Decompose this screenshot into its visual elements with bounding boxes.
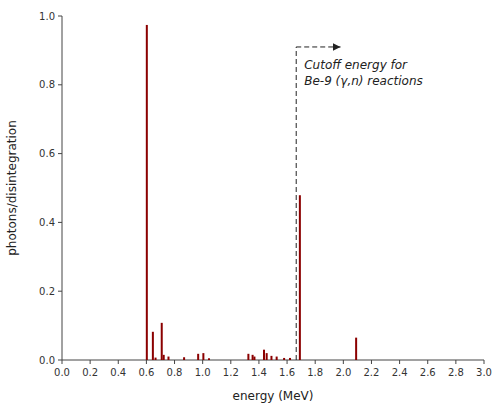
y-tick-label: 1.0 [39,11,55,22]
x-tick [371,360,372,364]
x-tick-label: 2.4 [392,367,408,378]
x-tick [202,360,203,364]
x-tick [62,360,63,364]
x-tick [118,360,119,364]
bar [283,358,285,360]
cutoff-line [296,47,297,360]
x-tick-label: 0.2 [82,367,98,378]
x-tick [174,360,175,364]
x-axis-label: energy (MeV) [233,389,314,403]
x-tick [287,360,288,364]
bar [202,353,204,360]
bar [299,195,301,360]
bar [247,354,249,360]
bar [263,350,265,360]
bar [355,338,357,360]
y-tick-label: 0.6 [39,148,55,159]
x-tick-label: 1.8 [307,367,323,378]
bar [167,357,169,360]
bar [155,358,157,360]
x-tick [343,360,344,364]
x-tick [455,360,456,364]
x-tick [90,360,91,364]
bar [289,358,291,360]
cutoff-arrow [296,46,340,47]
x-tick-label: 0.8 [167,367,183,378]
bar [152,332,154,360]
bar [208,358,210,360]
bar [276,357,278,360]
y-tick [58,84,62,85]
y-axis-label: photons/disintegration [5,120,19,256]
y-tick-label: 0.2 [39,286,55,297]
x-tick-label: 1.0 [195,367,211,378]
y-tick [58,291,62,292]
x-tick-label: 0.0 [54,367,70,378]
bar [163,355,165,360]
y-tick [58,360,62,361]
x-tick [427,360,428,364]
x-tick-label: 0.4 [110,367,126,378]
bar [253,357,255,360]
x-tick-label: 3.0 [476,367,492,378]
bar [252,355,254,360]
bar [266,353,268,360]
bar [161,323,163,360]
y-tick [58,16,62,17]
x-tick-label: 0.6 [138,367,154,378]
bar [146,25,148,360]
x-tick [230,360,231,364]
x-tick-label: 1.6 [279,367,295,378]
x-tick [399,360,400,364]
x-axis [62,360,484,361]
y-tick-label: 0.8 [39,79,55,90]
y-tick-label: 0.4 [39,217,55,228]
x-tick-label: 2.8 [448,367,464,378]
annotation: Cutoff energy for [304,58,408,72]
x-tick [258,360,259,364]
x-tick [315,360,316,364]
x-tick [146,360,147,364]
x-tick [484,360,485,364]
x-tick-label: 2.2 [364,367,380,378]
x-tick-label: 1.4 [251,367,267,378]
y-axis [62,16,63,360]
x-tick-label: 2.0 [335,367,351,378]
bar [183,357,185,360]
y-tick [58,153,62,154]
chart: 0.0 0.2 0.4 0.6 0.8 1.0 1.2 1.4 1.6 1.8 2.0 2.2 2.4 2… [0,0,500,412]
bar [197,354,199,360]
y-tick-label: 0.0 [39,355,55,366]
x-tick-label: 1.2 [223,367,239,378]
annotation: Be-9 (γ,n) reactions [304,74,423,88]
y-tick [58,222,62,223]
bar [270,356,272,360]
x-tick-label: 2.6 [420,367,436,378]
